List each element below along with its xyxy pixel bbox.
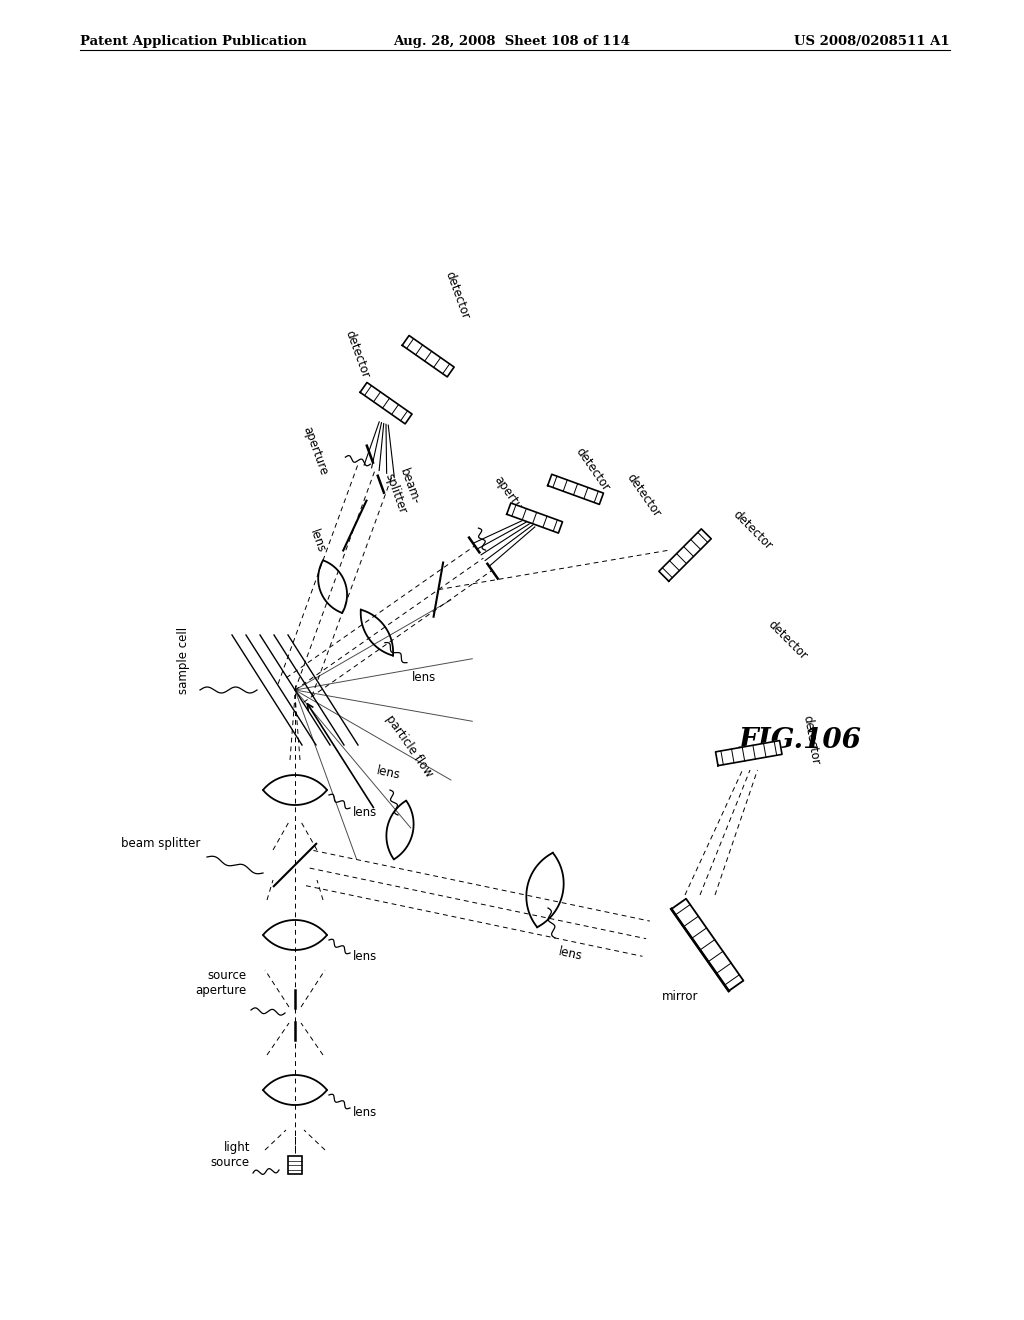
- Text: detector: detector: [800, 714, 821, 766]
- Text: aperture: aperture: [301, 425, 331, 478]
- Bar: [288, 1156, 302, 1173]
- Text: lens: lens: [307, 528, 328, 554]
- Text: lens: lens: [353, 1106, 377, 1118]
- Polygon shape: [402, 335, 454, 378]
- Text: detector: detector: [343, 329, 373, 380]
- Text: mirror: mirror: [662, 990, 698, 1003]
- Text: lens: lens: [353, 950, 377, 964]
- Polygon shape: [716, 741, 782, 766]
- Text: FIG.106: FIG.106: [738, 726, 861, 754]
- Text: lens: lens: [375, 764, 401, 781]
- Text: detector: detector: [765, 618, 810, 663]
- Text: aperture: aperture: [492, 474, 531, 523]
- Text: detector: detector: [572, 445, 612, 494]
- Text: lens: lens: [353, 805, 377, 818]
- Text: detector: detector: [730, 508, 774, 552]
- Text: Aug. 28, 2008  Sheet 108 of 114: Aug. 28, 2008 Sheet 108 of 114: [393, 36, 631, 48]
- Text: sample cell: sample cell: [177, 627, 190, 693]
- Polygon shape: [507, 503, 562, 533]
- Polygon shape: [548, 474, 603, 504]
- Polygon shape: [658, 529, 712, 581]
- Text: lens: lens: [557, 945, 584, 962]
- Text: light
source: light source: [211, 1140, 250, 1170]
- Text: lens: lens: [412, 671, 436, 684]
- Text: beam-
splitter: beam- splitter: [383, 466, 424, 516]
- Text: detector: detector: [624, 471, 663, 519]
- Text: beam splitter: beam splitter: [121, 837, 200, 850]
- Text: Patent Application Publication: Patent Application Publication: [80, 36, 307, 48]
- Polygon shape: [672, 899, 743, 991]
- Text: particle flow: particle flow: [383, 713, 435, 780]
- Polygon shape: [360, 383, 412, 424]
- Text: source
aperture: source aperture: [196, 969, 247, 997]
- Text: detector: detector: [442, 269, 472, 321]
- Text: US 2008/0208511 A1: US 2008/0208511 A1: [795, 36, 950, 48]
